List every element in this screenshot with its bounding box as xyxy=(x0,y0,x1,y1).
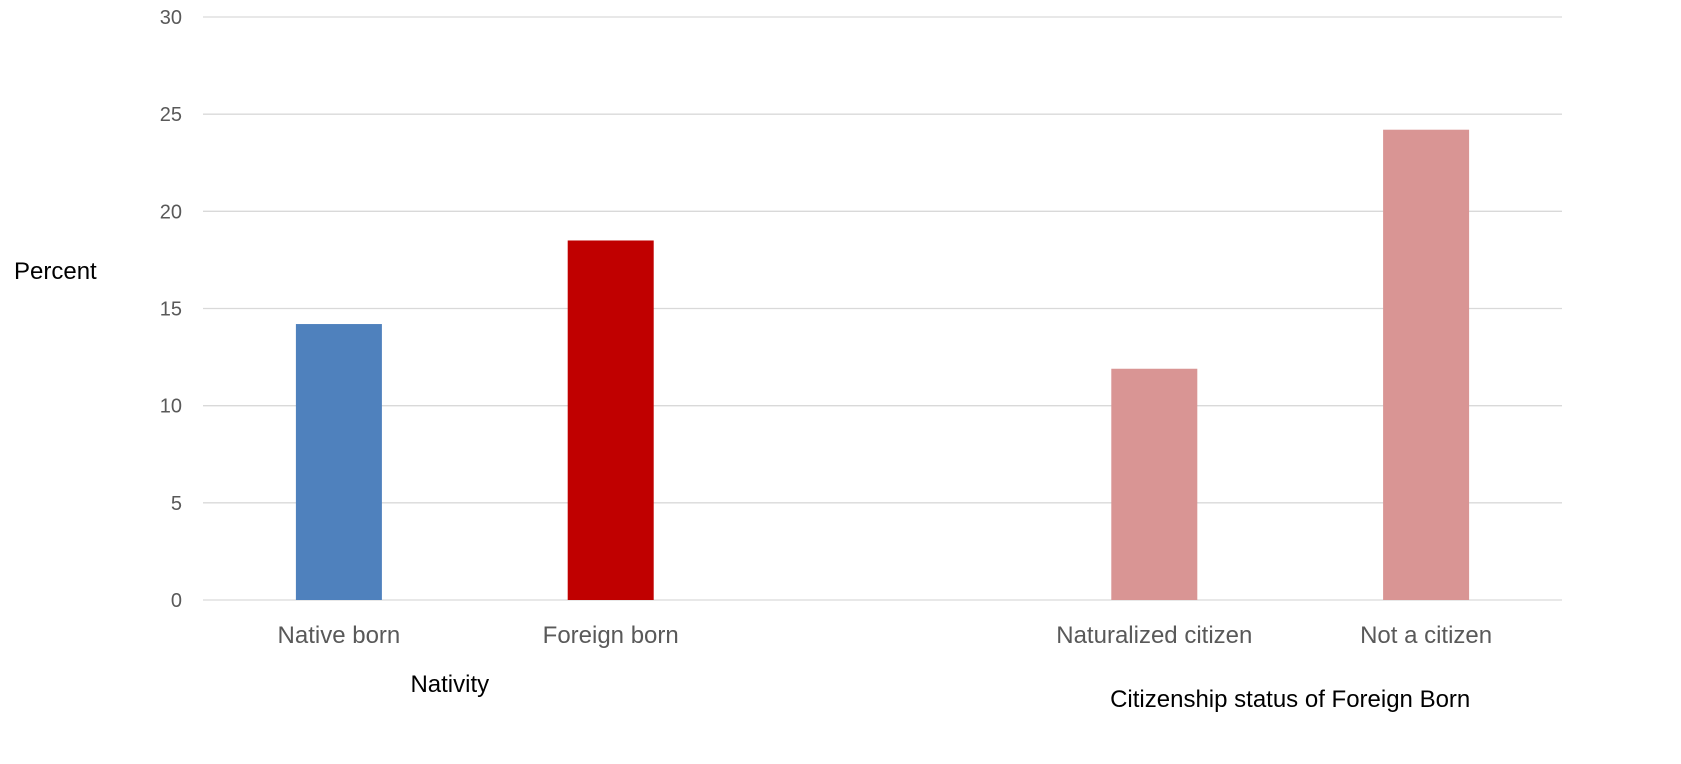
y-tick-label: 0 xyxy=(171,590,182,612)
y-axis-title: Percent xyxy=(14,258,97,285)
category-label: Naturalized citizen xyxy=(1056,622,1252,649)
x-axis-title-citizenship: Citizenship status of Foreign Born xyxy=(1110,686,1470,713)
bar-naturalized-citizen xyxy=(1111,368,1198,600)
bar-native-born xyxy=(295,324,382,600)
category-label: Not a citizen xyxy=(1360,622,1492,649)
y-tick-labels: 0 5 10 15 20 25 30 xyxy=(160,7,182,612)
x-axis-title-nativity: Nativity xyxy=(410,671,489,698)
category-label: Foreign born xyxy=(543,622,679,649)
bar-not-a-citizen xyxy=(1383,129,1470,601)
bar-foreign-born xyxy=(567,240,654,600)
category-labels: Native born Foreign born Naturalized citiz… xyxy=(278,622,1493,649)
category-label: Native born xyxy=(278,622,401,649)
y-tick-label: 30 xyxy=(160,7,182,29)
y-tick-label: 10 xyxy=(160,396,182,418)
gridlines xyxy=(203,16,1562,601)
y-tick-label: 25 xyxy=(160,104,182,126)
bars xyxy=(295,129,1470,601)
y-tick-label: 5 xyxy=(171,493,182,515)
y-tick-label: 20 xyxy=(160,201,182,223)
y-tick-label: 15 xyxy=(160,299,182,321)
